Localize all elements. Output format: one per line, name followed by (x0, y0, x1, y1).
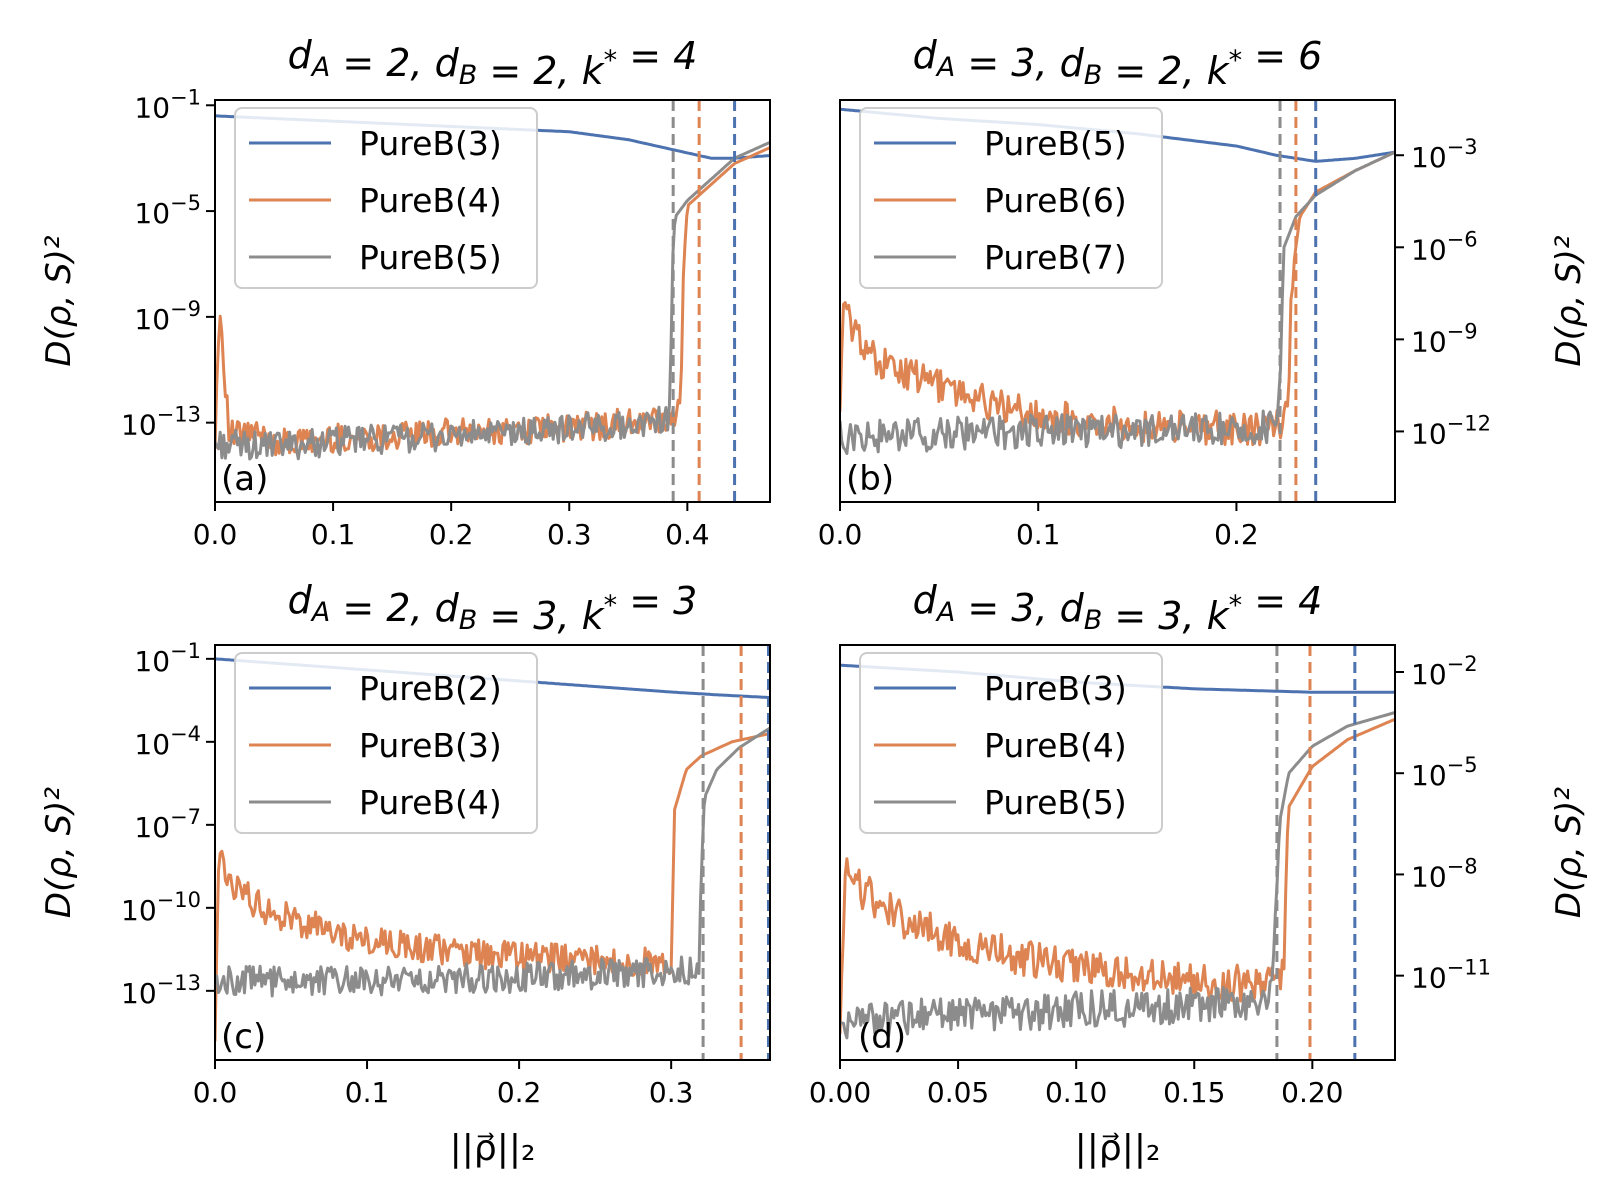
y-axis-label: D(ρ, S)² (1549, 787, 1589, 918)
legend-entry: PureB(2) (359, 669, 502, 708)
series-line-PureB5 (840, 711, 1395, 1040)
x-tick-label: 0.1 (345, 1076, 390, 1109)
x-tick-label: 0.00 (809, 1076, 871, 1109)
chart-panel-1: 0.0 0.1 0.2 10−3 10−6 10−9 10−12 dA = 3, dB = 2… (818, 33, 1589, 551)
legend-box (859, 107, 1163, 289)
y-tick-label: 10−6 (1411, 227, 1478, 266)
chart-title: dA = 2, dB = 3, k* = 3 (288, 578, 698, 638)
chart-panel-0: 0.0 0.1 0.2 0.3 0.4 10−1 10−5 10−9 10−13 dA = 2, … (39, 33, 771, 551)
y-tick-label: 10−3 (1411, 135, 1478, 174)
x-tick-label: 0.2 (497, 1076, 542, 1109)
legend-entry: PureB(3) (359, 726, 502, 765)
x-tick-label: 0.2 (1214, 518, 1259, 551)
y-tick-label: 10−9 (1411, 319, 1478, 358)
chart-panel-3: 0.00 0.05 0.10 0.15 0.20 10−2 10−5 10−8 10−11 dA … (809, 578, 1589, 1169)
chart-title: dA = 2, dB = 2, k* = 4 (288, 33, 698, 93)
x-tick-label: 0.20 (1281, 1076, 1343, 1109)
y-tick-label: 10−4 (134, 722, 201, 761)
legend-box (234, 652, 538, 834)
legend-entry: PureB(4) (359, 783, 502, 822)
legend-entry: PureB(4) (984, 726, 1127, 765)
y-tick-label: 10−5 (134, 191, 201, 230)
chart-panel-2: 0.0 0.1 0.2 0.3 10−1 10−4 10−7 10−10 10−13 dA = 2… (39, 578, 771, 1169)
x-tick-label: 0.3 (649, 1076, 694, 1109)
y-tick-label: 10−10 (121, 888, 201, 927)
y-tick-label: 10−7 (134, 805, 201, 844)
axes-frame (839, 644, 1396, 1061)
legend-entry: PureB(3) (359, 124, 502, 163)
x-tick-label: 0.1 (311, 518, 356, 551)
y-tick-label: 10−9 (134, 297, 201, 336)
x-axis-label: ||ρ⃗||₂ (1075, 1128, 1161, 1169)
y-axis-label: D(ρ, S)² (39, 787, 79, 918)
panel-label: (d) (858, 1017, 906, 1057)
legend-entry: PureB(3) (984, 669, 1127, 708)
series-line-PureB4 (840, 717, 1395, 1035)
x-tick-label: 0.2 (429, 518, 474, 551)
series-line-PureB7 (840, 150, 1395, 455)
legend-box (234, 107, 538, 289)
x-tick-label: 0.0 (818, 518, 863, 551)
series-line-PureB5 (215, 140, 770, 461)
x-tick-label: 0.15 (1163, 1076, 1225, 1109)
series-line-PureB4 (215, 726, 770, 998)
x-tick-label: 0.05 (927, 1076, 989, 1109)
y-tick-label: 10−12 (1411, 411, 1491, 450)
legend-entry: PureB(5) (984, 124, 1127, 163)
panel-label: (c) (221, 1017, 266, 1057)
panel-label: (a) (221, 459, 268, 499)
axes-frame (839, 99, 1396, 503)
y-tick-label: 10−13 (121, 403, 201, 442)
x-tick-label: 0.1 (1016, 518, 1061, 551)
x-tick-label: 0.10 (1045, 1076, 1107, 1109)
y-tick-label: 10−13 (121, 971, 201, 1010)
x-tick-label: 0.0 (193, 518, 238, 551)
y-axis-label: D(ρ, S)² (1549, 235, 1589, 366)
x-tick-label: 0.3 (547, 518, 592, 551)
legend-entry: PureB(5) (984, 783, 1127, 822)
y-tick-label: 10−1 (134, 639, 201, 678)
y-tick-label: 10−2 (1411, 652, 1478, 691)
axes-frame (214, 644, 771, 1061)
legend-entry: PureB(7) (984, 238, 1127, 277)
axes-frame (214, 99, 771, 503)
y-tick-label: 10−11 (1411, 956, 1491, 995)
legend-box (859, 652, 1163, 834)
chart-title: dA = 3, dB = 3, k* = 4 (913, 578, 1323, 638)
legend-entry: PureB(4) (359, 181, 502, 220)
legend-entry: PureB(5) (359, 238, 502, 277)
y-tick-label: 10−1 (134, 85, 201, 124)
x-axis-label: ||ρ⃗||₂ (450, 1128, 536, 1169)
panel-label: (b) (846, 459, 894, 499)
y-axis-label: D(ρ, S)² (39, 235, 79, 366)
legend-entry: PureB(6) (984, 181, 1127, 220)
x-tick-label: 0.4 (665, 518, 710, 551)
y-tick-label: 10−8 (1411, 854, 1478, 893)
y-tick-label: 10−5 (1411, 753, 1478, 792)
chart-title: dA = 3, dB = 2, k* = 6 (913, 33, 1323, 93)
x-tick-label: 0.0 (193, 1076, 238, 1109)
